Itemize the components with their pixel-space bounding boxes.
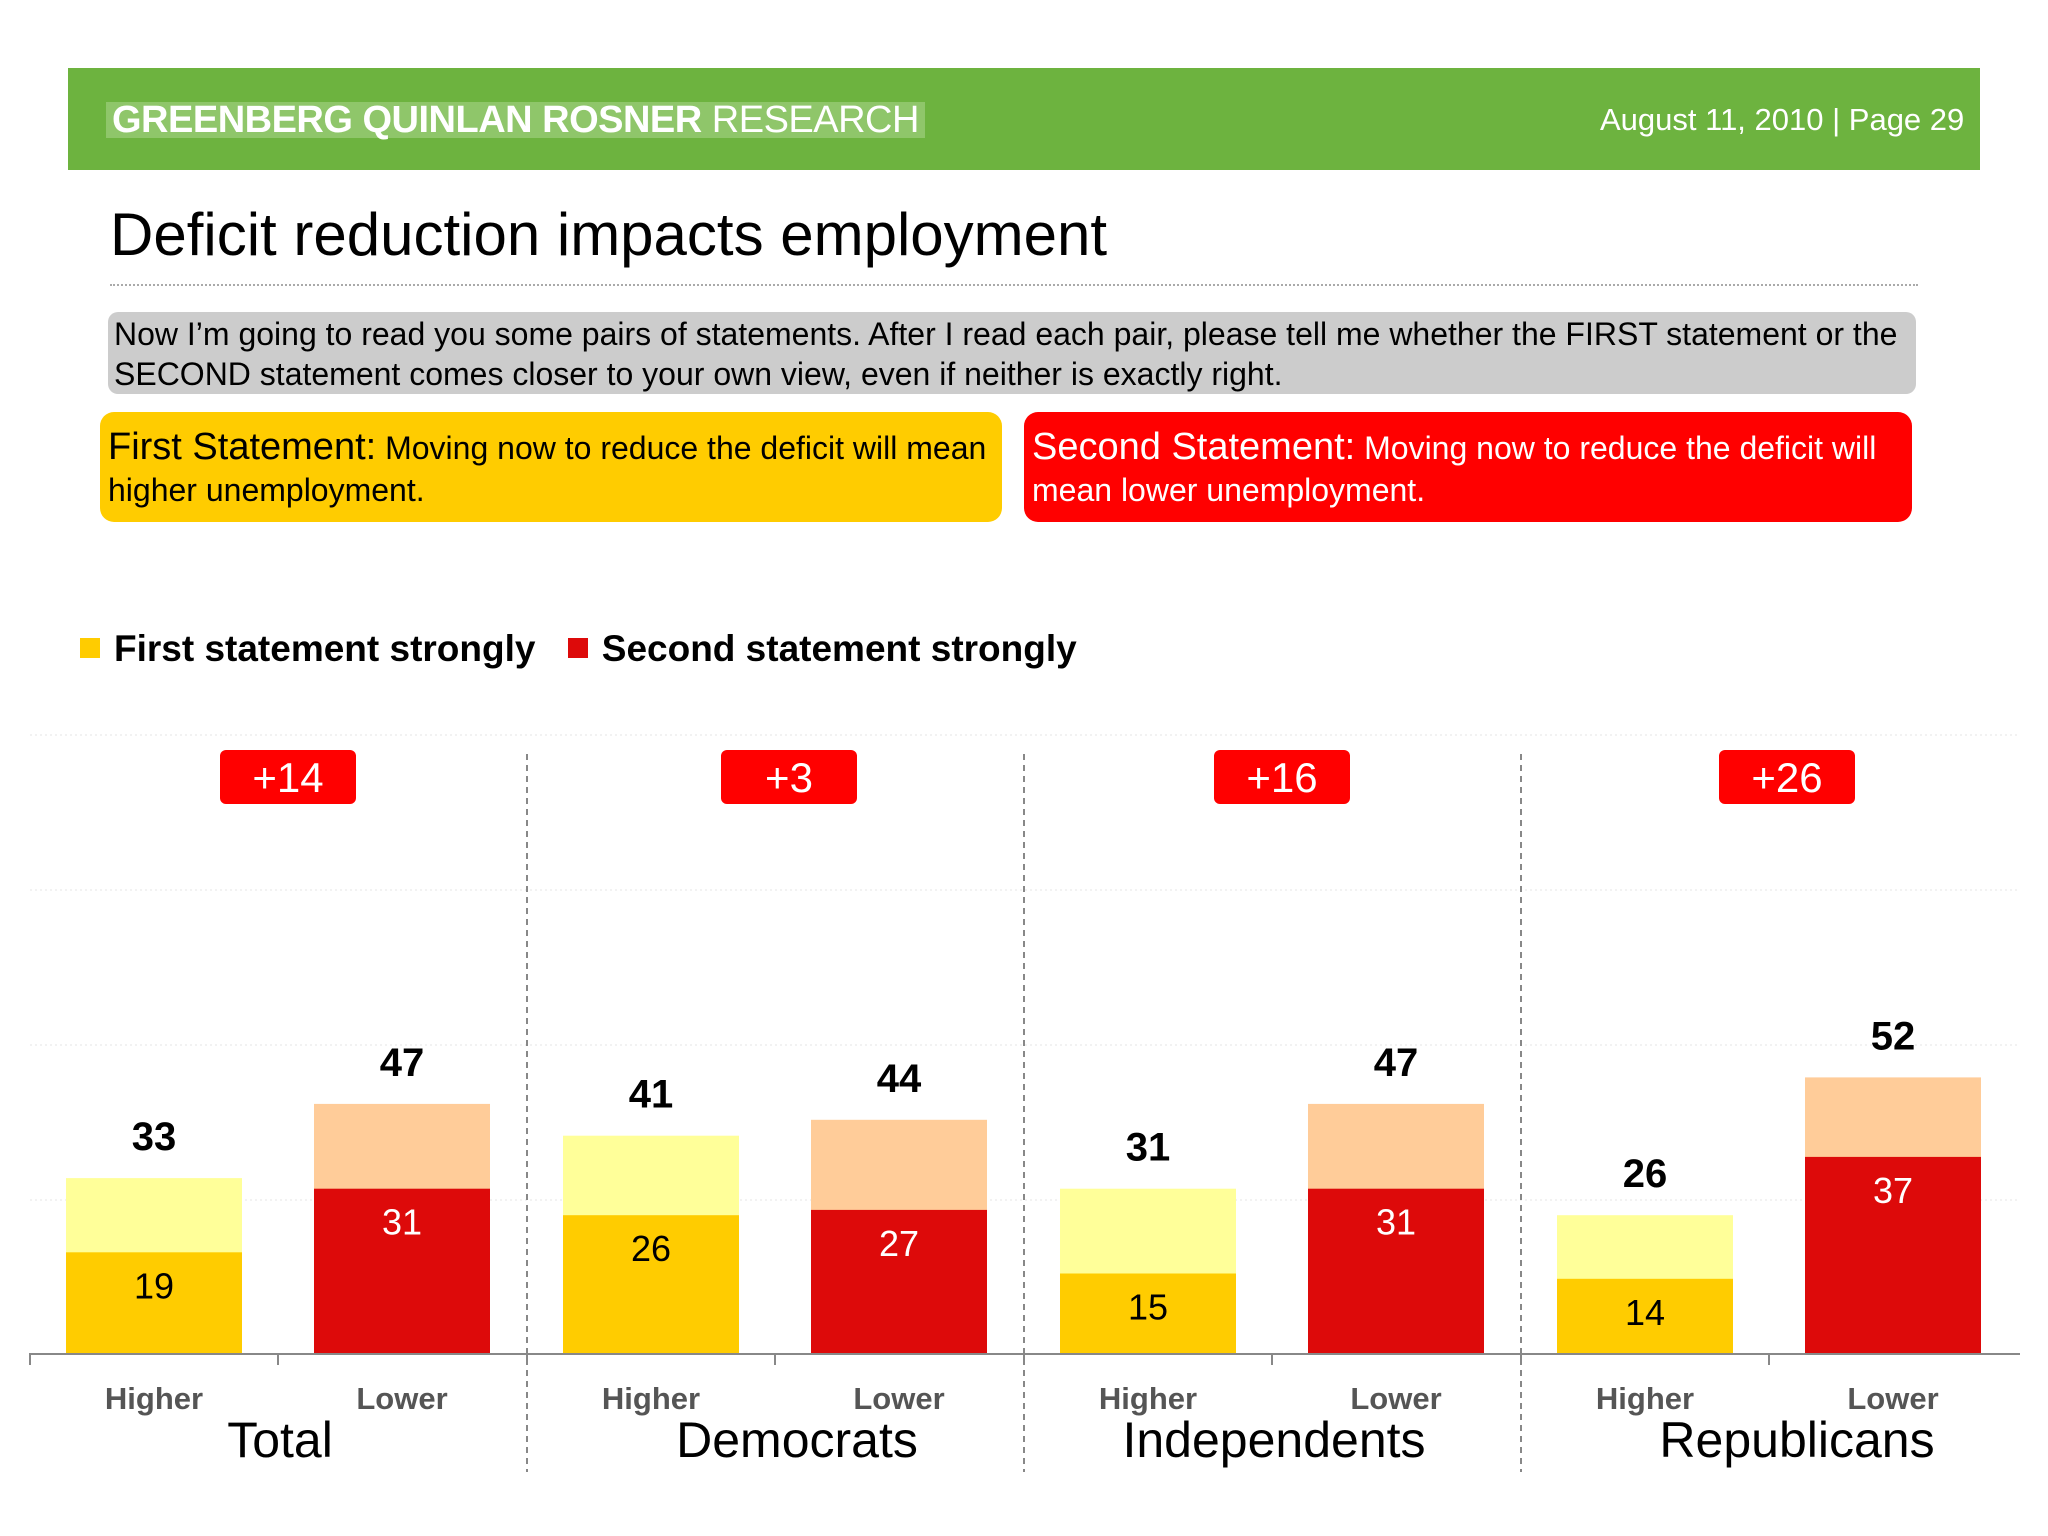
chart-legend: First statement strongly Second statemen… (80, 626, 1099, 669)
bar-strong (66, 1252, 242, 1353)
bar-strong (1060, 1273, 1236, 1353)
firm-name-bold: GREENBERG QUINLAN ROSNER (112, 99, 702, 141)
category-label: Lower (356, 1381, 447, 1416)
net-badge-label: +14 (252, 754, 323, 801)
category-label: Higher (1099, 1381, 1197, 1416)
bar-chart: +14 33 19 Higher 47 31 Lower Total +3 41 26 Higher 4… (29, 734, 2020, 1472)
net-badge-label: +16 (1246, 754, 1317, 801)
bar-total-label: 47 (380, 1041, 425, 1085)
bar-strong (1557, 1278, 1733, 1353)
net-badge-label: +3 (765, 754, 813, 801)
bar-strong-label: 31 (1376, 1202, 1416, 1243)
legend-first-swatch (80, 638, 100, 659)
net-badge-label: +26 (1751, 754, 1822, 801)
first-statement-box: First Statement: Moving now to reduce th… (100, 412, 1002, 522)
category-label: Lower (1847, 1381, 1938, 1416)
bar-strong-label: 19 (134, 1265, 174, 1306)
date-page: August 11, 2010 | Page 29 (1600, 102, 1965, 137)
first-statement-text: Moving now to reduce the deficit will me… (108, 430, 987, 508)
bar-strong-label: 14 (1625, 1292, 1665, 1333)
question-text: Now I’m going to read you some pairs of … (108, 312, 1916, 394)
category-label: Lower (1350, 1381, 1441, 1416)
category-label: Higher (602, 1381, 700, 1416)
net-badge (1214, 750, 1350, 804)
group-label: Republicans (1659, 1412, 1934, 1468)
net-badge (721, 750, 857, 804)
bar-strong-label: 27 (879, 1223, 919, 1264)
bar-total-label: 26 (1623, 1152, 1668, 1196)
page-title: Deficit reduction impacts employment (110, 201, 1108, 268)
bar-total-label: 33 (132, 1115, 177, 1159)
bar-strong (1308, 1188, 1484, 1353)
bar-strong (563, 1215, 739, 1353)
second-statement-label: Second Statement: (1032, 426, 1356, 468)
category-label: Lower (853, 1381, 944, 1416)
legend-second-swatch (567, 638, 588, 659)
net-badge (1719, 750, 1855, 804)
bar-strong (314, 1188, 490, 1353)
bar-strong-label: 15 (1128, 1287, 1168, 1328)
bar-strong-label: 37 (1873, 1170, 1913, 1211)
bar-total-label: 52 (1871, 1014, 1916, 1058)
net-badge (220, 750, 356, 804)
group-label: Independents (1122, 1412, 1425, 1468)
legend-second: Second statement strongly (567, 628, 1077, 670)
second-statement-text: Moving now to reduce the deficit will me… (1032, 430, 1877, 508)
first-statement-label: First Statement: (108, 426, 377, 468)
category-label: Higher (105, 1381, 203, 1416)
bar-strong-label: 26 (631, 1228, 671, 1269)
firm-name-light: RESEARCH (711, 99, 920, 141)
bar-strong-label: 31 (382, 1202, 422, 1243)
bar-total-label: 47 (1374, 1041, 1419, 1085)
title-divider (110, 284, 1918, 286)
bar-total-label: 44 (877, 1057, 922, 1101)
group-label: Democrats (676, 1412, 918, 1468)
bar-strong (811, 1209, 987, 1353)
header-bar: GREENBERG QUINLAN ROSNER RESEARCH August… (68, 68, 1980, 170)
legend-first-label: First statement strongly (114, 628, 536, 670)
bar-strong (1805, 1156, 1981, 1353)
category-label: Higher (1596, 1381, 1694, 1416)
legend-first: First statement strongly (80, 628, 535, 670)
firm-logo: GREENBERG QUINLAN ROSNER RESEARCH (106, 99, 925, 141)
group-label: Total (227, 1412, 333, 1468)
bar-total-label: 41 (629, 1073, 674, 1117)
legend-second-label: Second statement strongly (601, 628, 1077, 670)
second-statement-box: Second Statement: Moving now to reduce t… (1024, 412, 1912, 522)
bar-total-label: 31 (1126, 1126, 1171, 1170)
